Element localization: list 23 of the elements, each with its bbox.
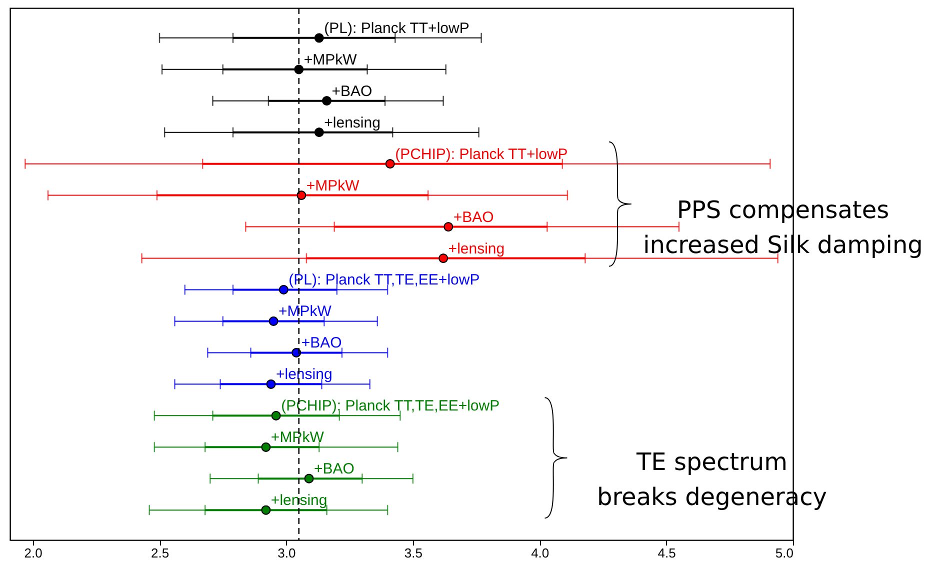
x-tick-label: 3.5	[404, 546, 422, 560]
y-tick-label: +MPkW	[270, 429, 325, 446]
y-tick-label: (PL): Planck TT+lowP	[324, 20, 470, 37]
y-tick-label: +lensing	[276, 366, 332, 384]
y-tick-label: +lensing	[448, 240, 505, 258]
y-tick-label: +MPkW	[278, 303, 332, 320]
x-tick-label: 2.5	[150, 546, 170, 560]
y-tick-label: +MPkW	[304, 51, 358, 68]
y-tick-label: +lensing	[324, 114, 380, 132]
y-tick-label: (PCHIP): Planck TT,TE,EE+lowP	[281, 398, 500, 415]
x-tick-label: 4.0	[531, 546, 550, 560]
y-tick-label: (PCHIP): Planck TT+lowP	[395, 146, 568, 163]
x-tick-label: 3.0	[278, 546, 296, 560]
y-tick-label: +BAO	[453, 208, 494, 226]
y-tick-label: +BAO	[314, 460, 354, 478]
y-tick-label: +BAO	[301, 334, 342, 352]
y-tick-label: (PL): Planck TT,TE,EE+lowP	[288, 272, 480, 289]
x-tick-label: 2.0	[24, 546, 42, 560]
y-tick-label: +BAO	[332, 82, 372, 100]
y-tick-label: +lensing	[270, 492, 328, 510]
y-tick-label: +MPkW	[306, 177, 360, 194]
x-tick-label: 5.0	[775, 546, 794, 560]
x-tick-label: 4.5	[658, 546, 676, 560]
